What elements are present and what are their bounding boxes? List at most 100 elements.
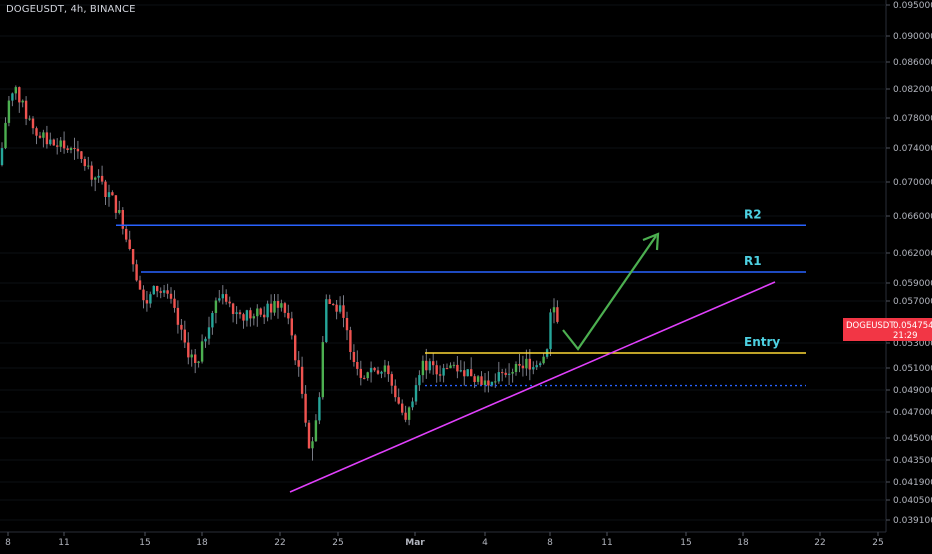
price-tag-countdown: 21:29: [893, 331, 918, 341]
candle-body: [266, 303, 269, 318]
candle-body: [518, 364, 521, 366]
candle-body: [318, 397, 321, 421]
candle-body: [380, 371, 383, 374]
y-tick-label: 0.0860000: [893, 58, 932, 68]
y-tick-label: 0.0435000: [893, 456, 932, 466]
candle-body: [304, 393, 307, 423]
candle-body: [11, 93, 14, 101]
candle-body: [438, 374, 442, 376]
candle-body: [52, 139, 55, 146]
candle-body: [283, 303, 287, 313]
candle-body: [200, 341, 204, 362]
candle-body: [445, 368, 449, 370]
x-tick-label: 8: [547, 538, 553, 548]
candle-body: [42, 132, 45, 138]
candle-body: [187, 342, 190, 358]
candle-body: [131, 249, 135, 265]
y-tick-label: 0.0510000: [893, 364, 932, 374]
candle-body: [207, 327, 211, 339]
x-tick-label: 22: [274, 538, 285, 548]
candle-body: [535, 365, 538, 368]
price-tag-symbol: DOGEUSDT: [846, 321, 895, 331]
candle-body: [345, 318, 349, 331]
candle-body: [149, 294, 152, 304]
candle-body: [418, 375, 421, 386]
candle-body: [90, 165, 93, 180]
price-tag-value: 0.0547541: [893, 321, 932, 331]
candle-body: [466, 369, 469, 377]
candle-body: [128, 239, 131, 249]
candle-body: [173, 298, 176, 308]
candle-body: [80, 151, 83, 159]
candle-body: [514, 364, 518, 372]
label-entry: Entry: [744, 335, 780, 349]
candle-body: [449, 365, 452, 369]
candle-body: [287, 312, 290, 319]
candle-body: [435, 365, 438, 375]
candle-body: [152, 286, 155, 295]
candle-body: [218, 298, 221, 301]
candle-body: [252, 316, 255, 319]
candle-body: [180, 324, 183, 330]
candle-body: [542, 356, 545, 364]
candle-body: [480, 376, 483, 385]
label-r2: R2: [744, 207, 762, 221]
candle-body: [504, 372, 507, 375]
candle-body: [138, 280, 142, 290]
x-tick-label: 18: [737, 538, 749, 548]
last-price-badge: DOGEUSDT 0.0547541 21:29: [843, 318, 932, 341]
candle-body: [338, 305, 342, 312]
candle-body: [494, 381, 497, 383]
label-r1: R1: [744, 254, 762, 268]
candle-body: [62, 140, 66, 149]
candle-body: [183, 329, 186, 343]
candle-body: [483, 380, 487, 386]
candle-body: [56, 145, 59, 147]
candle-body: [463, 370, 466, 377]
candle-body: [539, 363, 542, 366]
candle-body: [549, 312, 552, 350]
candle-body: [176, 307, 180, 325]
candle-body: [100, 175, 104, 182]
candle-body: [421, 360, 425, 376]
candle-body: [242, 314, 245, 321]
candle-body: [162, 290, 166, 293]
candle-body: [83, 159, 86, 167]
x-tick-label: 4: [482, 538, 488, 548]
candle-body: [228, 301, 231, 304]
y-tick-label: 0.0470000: [893, 408, 932, 418]
candle-body: [211, 313, 214, 328]
x-tick-label: 8: [5, 538, 11, 548]
candle-body: [221, 294, 224, 299]
candle-body: [107, 192, 111, 198]
candle-body: [256, 308, 259, 317]
candle-body: [425, 360, 428, 371]
candle-body: [125, 228, 128, 240]
projection-arrow: [562, 235, 657, 351]
candle-body: [59, 140, 62, 147]
candle-body: [4, 122, 7, 149]
y-tick-label: 0.0740000: [893, 144, 932, 154]
x-tick-label: 22: [814, 538, 825, 548]
candle-body: [69, 148, 73, 150]
candle-body: [0, 148, 4, 165]
candle-body: [487, 380, 490, 386]
candle-body: [28, 118, 31, 120]
x-tick-label: 18: [196, 538, 208, 548]
candle-body: [273, 301, 276, 313]
candle-body: [259, 308, 262, 315]
candle-body: [235, 312, 238, 314]
candle-body: [249, 310, 252, 319]
candle-body: [7, 100, 11, 123]
candle-body: [352, 352, 356, 362]
candle-body: [470, 369, 473, 377]
candle-body: [276, 301, 280, 308]
candle-body: [38, 135, 42, 138]
x-tick-label: 11: [601, 538, 612, 548]
x-tick-label: 25: [332, 538, 343, 548]
candle-body: [94, 177, 97, 180]
candle-body: [376, 370, 380, 374]
y-tick-label: 0.0660000: [893, 212, 932, 222]
